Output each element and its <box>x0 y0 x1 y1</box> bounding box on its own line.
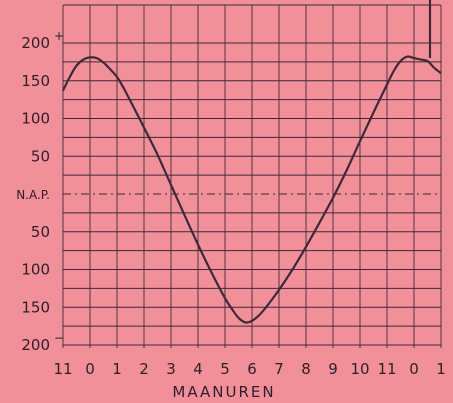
x-axis-tick-labels: 11 0 1 2 3 4 5 6 7 8 9 10 11 0 1 <box>53 360 445 378</box>
y-tick-label: 200 <box>21 336 50 354</box>
x-tick-label: 5 <box>220 360 230 378</box>
y-tick-label: 200 <box>21 34 50 52</box>
x-axis-label: MAANUREN <box>172 383 275 401</box>
x-tick-label: 3 <box>166 360 176 378</box>
x-tick-label: 1 <box>436 360 446 378</box>
y-tick-label: 100 <box>21 261 50 279</box>
x-tick-label: 8 <box>301 360 311 378</box>
x-tick-label: 0 <box>409 360 419 378</box>
y-tick-label: 50 <box>31 223 50 241</box>
x-tick-label: 2 <box>139 360 149 378</box>
y-tick-label: N.A.P. <box>16 188 50 202</box>
x-tick-label: 11 <box>53 360 72 378</box>
x-tick-label: 11 <box>377 360 396 378</box>
x-tick-label: 0 <box>85 360 95 378</box>
x-tick-label: 1 <box>112 360 122 378</box>
x-tick-label: 4 <box>193 360 203 378</box>
chart-grid <box>62 4 442 348</box>
y-tick-sign: + <box>54 29 64 43</box>
x-tick-label: 7 <box>274 360 284 378</box>
y-tick-label: 100 <box>21 110 50 128</box>
x-tick-label: 10 <box>350 360 369 378</box>
y-tick-label: 150 <box>21 298 50 316</box>
tide-curve <box>62 55 442 324</box>
y-tick-sign: − <box>54 331 64 345</box>
y-tick-label: 50 <box>31 147 50 165</box>
y-tick-label: 150 <box>21 72 50 90</box>
x-tick-label: 6 <box>247 360 257 378</box>
x-tick-label: 9 <box>328 360 338 378</box>
